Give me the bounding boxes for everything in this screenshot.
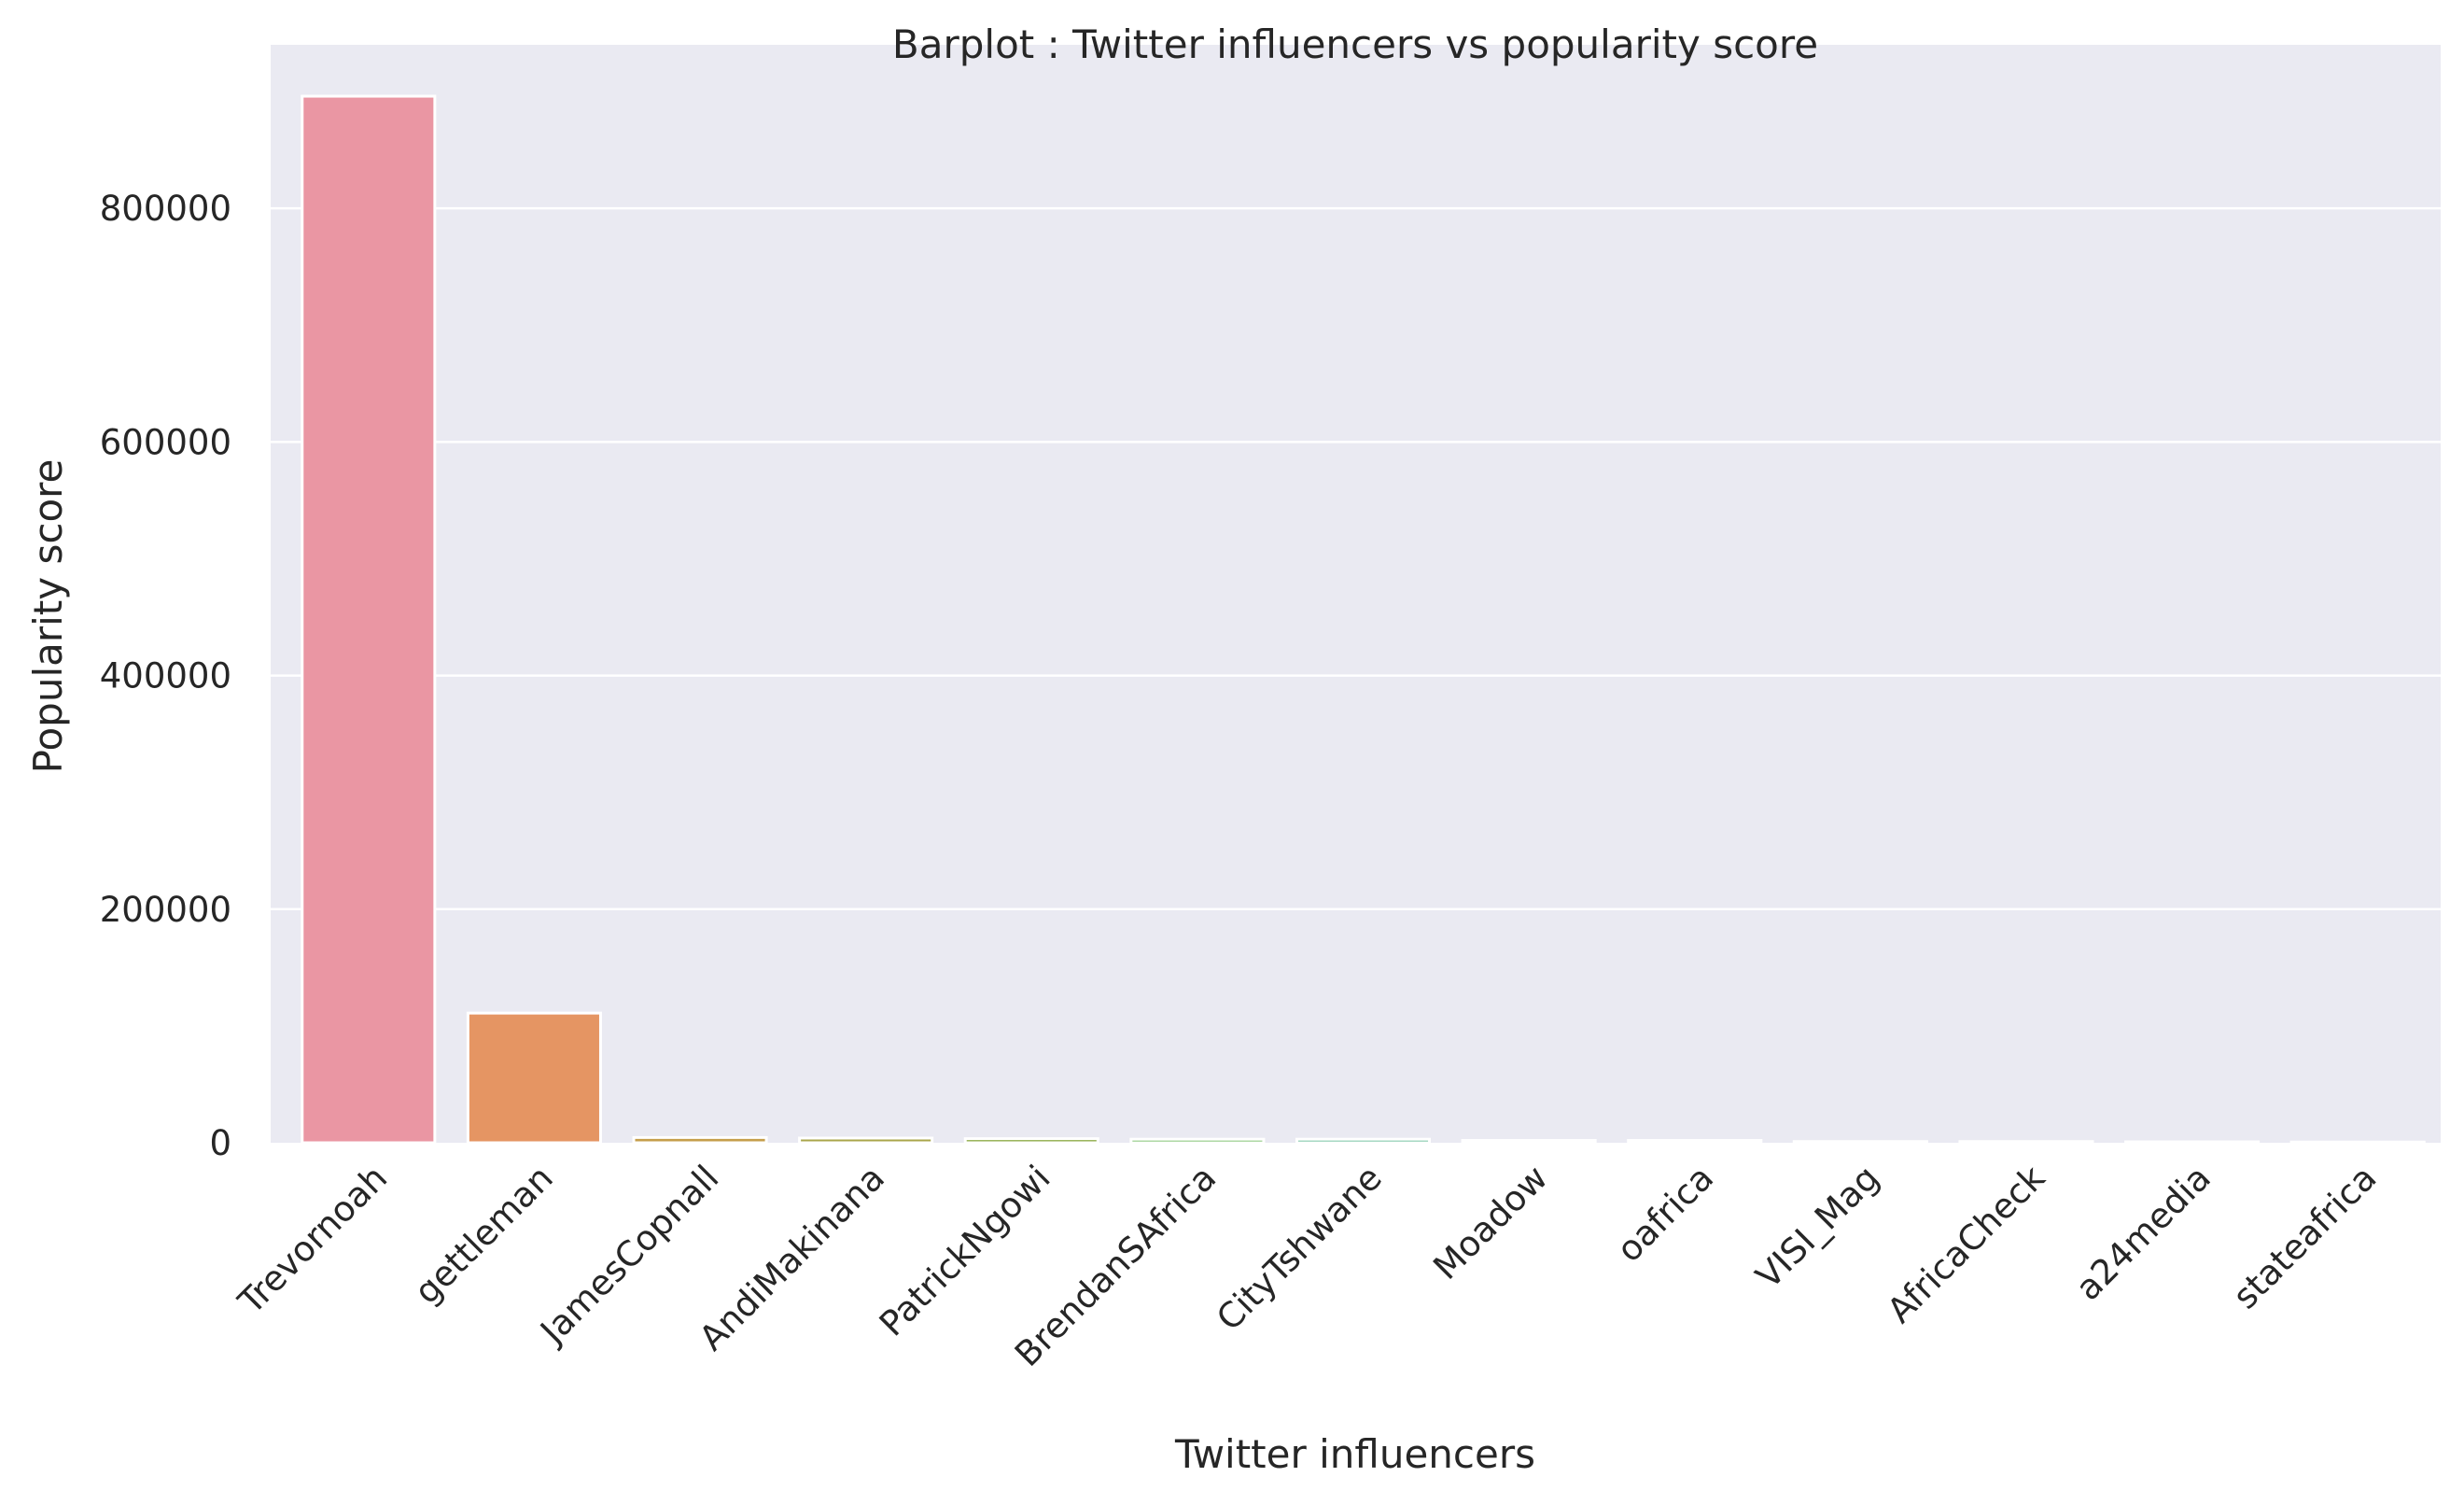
x-tick-label: a24media [2068,1158,2219,1308]
y-tick-label: 400000 [100,656,231,696]
x-tick-label: Moadow [1425,1158,1555,1287]
bar-brendansafrica [1129,1137,1266,1145]
bar-africacheck [1958,1140,2094,1146]
x-tick-label: Trevornoah [231,1158,396,1323]
bar-trevornoah [301,94,437,1145]
bar-gettleman [466,1011,602,1145]
gridlines [271,206,2441,911]
y-tick-label: 200000 [100,890,231,930]
bar-jamescopnall [632,1135,768,1145]
chart-title: Barplot : Twitter influencers vs popular… [892,21,1818,67]
x-axis-label: Twitter influencers [1174,1431,1535,1477]
x-tick-label: AfricaCheck [1880,1158,2053,1331]
x-tick-label: stateafrica [2225,1158,2384,1316]
x-axis-ticks: Trevornoah gettlemanJamesCopnallAndiMakin… [231,1158,2385,1375]
x-tick-label: PatrickNgowi [872,1158,1058,1344]
bar-stateafrica [2289,1140,2426,1146]
x-tick-label: gettleman [407,1158,561,1312]
y-axis-label: Popularity score [25,459,71,774]
bar-a24media [2124,1140,2261,1146]
x-tick-label: oafrica [1609,1158,1721,1270]
bar-citytshwane [1295,1137,1432,1145]
bar-patrickngowi [963,1137,1099,1145]
bar-moadow [1461,1138,1597,1145]
bar-visi-mag [1792,1140,1928,1146]
bars [301,94,2426,1146]
plot-area [271,45,2441,1143]
y-tick-label: 0 [209,1123,231,1163]
y-tick-label: 800000 [100,189,231,229]
bar-andimakinana [798,1136,934,1145]
y-axis-ticks: 0 200000 400000 600000 800000 [100,189,231,1163]
x-tick-label: VISI_Mag [1748,1158,1887,1297]
x-tick-label: CityTshwane [1209,1158,1390,1339]
y-tick-label: 600000 [100,422,231,462]
bar-oafrica [1627,1138,1763,1145]
